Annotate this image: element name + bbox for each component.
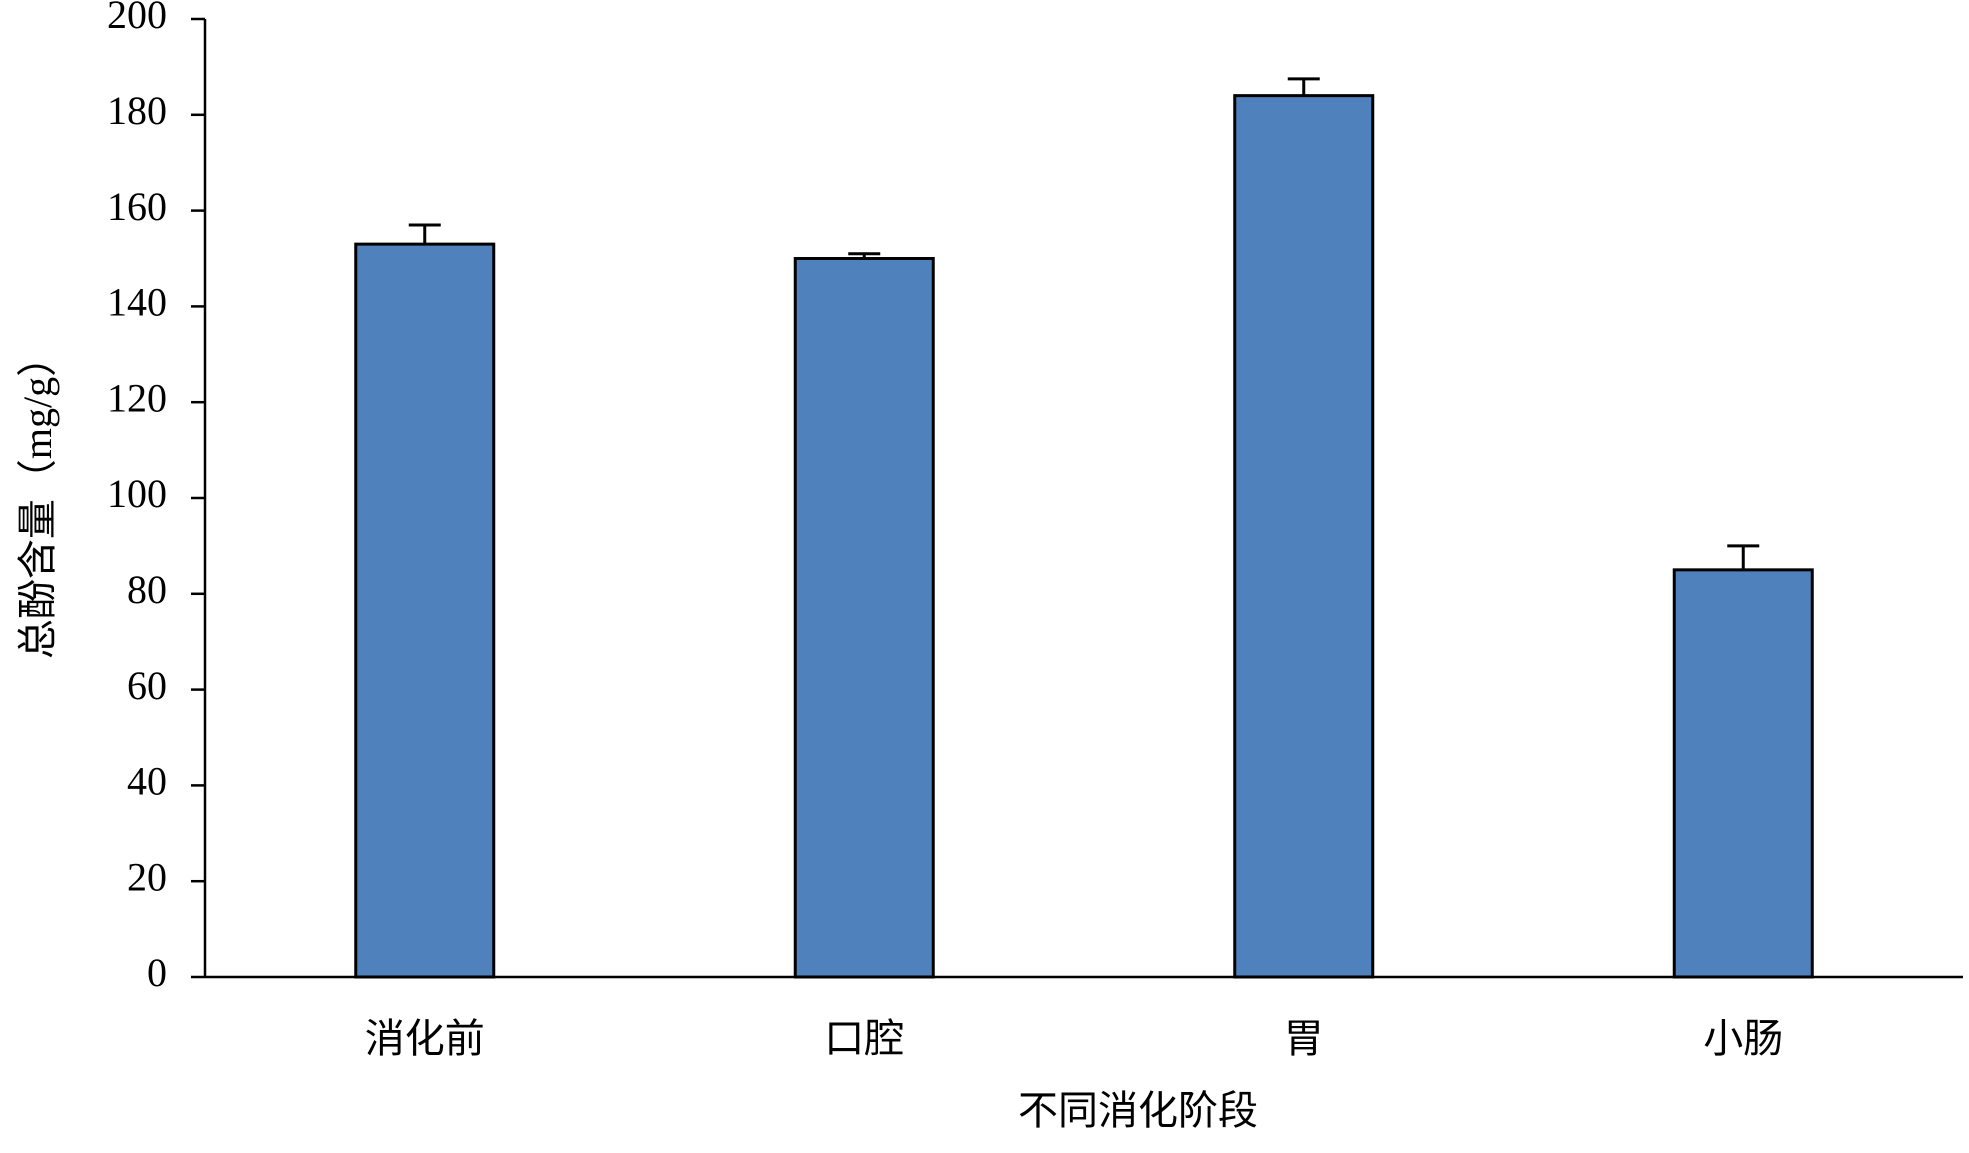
x-tick-label: 胃 [1284,1016,1324,1061]
y-tick-label: 140 [107,280,167,325]
y-tick-label: 200 [107,0,167,37]
y-tick-label: 100 [107,471,167,516]
y-axis-label: 总酚含量（mg/g） [15,337,60,659]
x-axis-label: 不同消化阶段 [1018,1088,1258,1133]
x-tick-label: 口腔 [824,1016,904,1061]
y-tick-label: 20 [127,854,167,899]
bar [1672,568,1814,979]
y-tick-label: 40 [127,759,167,804]
bar [354,242,496,979]
y-tick-label: 180 [107,88,167,133]
y-tick-label: 0 [147,950,167,995]
x-tick-label: 消化前 [365,1016,485,1061]
y-tick-label: 80 [127,567,167,612]
bar [793,257,935,979]
y-tick-label: 160 [107,184,167,229]
bar [1233,94,1375,979]
x-tick-label: 小肠 [1703,1016,1783,1061]
y-tick-label: 60 [127,663,167,708]
y-tick-label: 120 [107,375,167,420]
